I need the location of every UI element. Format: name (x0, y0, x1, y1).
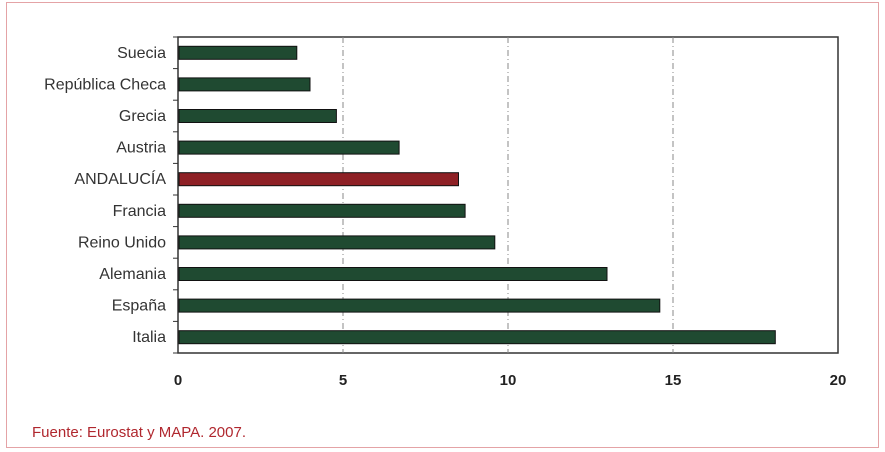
source-note: Fuente: Eurostat y MAPA. 2007. (32, 424, 246, 441)
bar-alemania (178, 267, 608, 281)
bar-reino-unido (178, 235, 496, 250)
category-label: República Checa (44, 76, 166, 93)
category-label: Suecia (117, 45, 166, 62)
bar-andalucía (178, 172, 459, 187)
category-label: España (112, 298, 166, 315)
category-label: ANDALUCÍA (74, 169, 166, 188)
bar-francia (178, 203, 466, 218)
category-label: Alemania (99, 266, 166, 283)
x-tick-label: 0 (174, 372, 182, 389)
bar-austria (178, 140, 400, 155)
category-label: Austria (116, 140, 166, 157)
x-tick-label: 15 (665, 372, 682, 389)
bar-italia (178, 330, 776, 345)
bar-suecia (178, 45, 298, 60)
x-tick-label: 20 (830, 372, 847, 389)
category-label: Reino Unido (78, 234, 166, 251)
bar-república-checa (178, 77, 311, 92)
category-label: Francia (113, 203, 166, 220)
bar-españa (178, 298, 661, 313)
category-label: Grecia (119, 108, 166, 125)
x-tick-label: 5 (339, 372, 347, 389)
x-tick-label: 10 (500, 372, 517, 389)
bar-grecia (178, 109, 337, 123)
chart-frame (6, 2, 879, 448)
category-label: Italia (132, 329, 166, 346)
